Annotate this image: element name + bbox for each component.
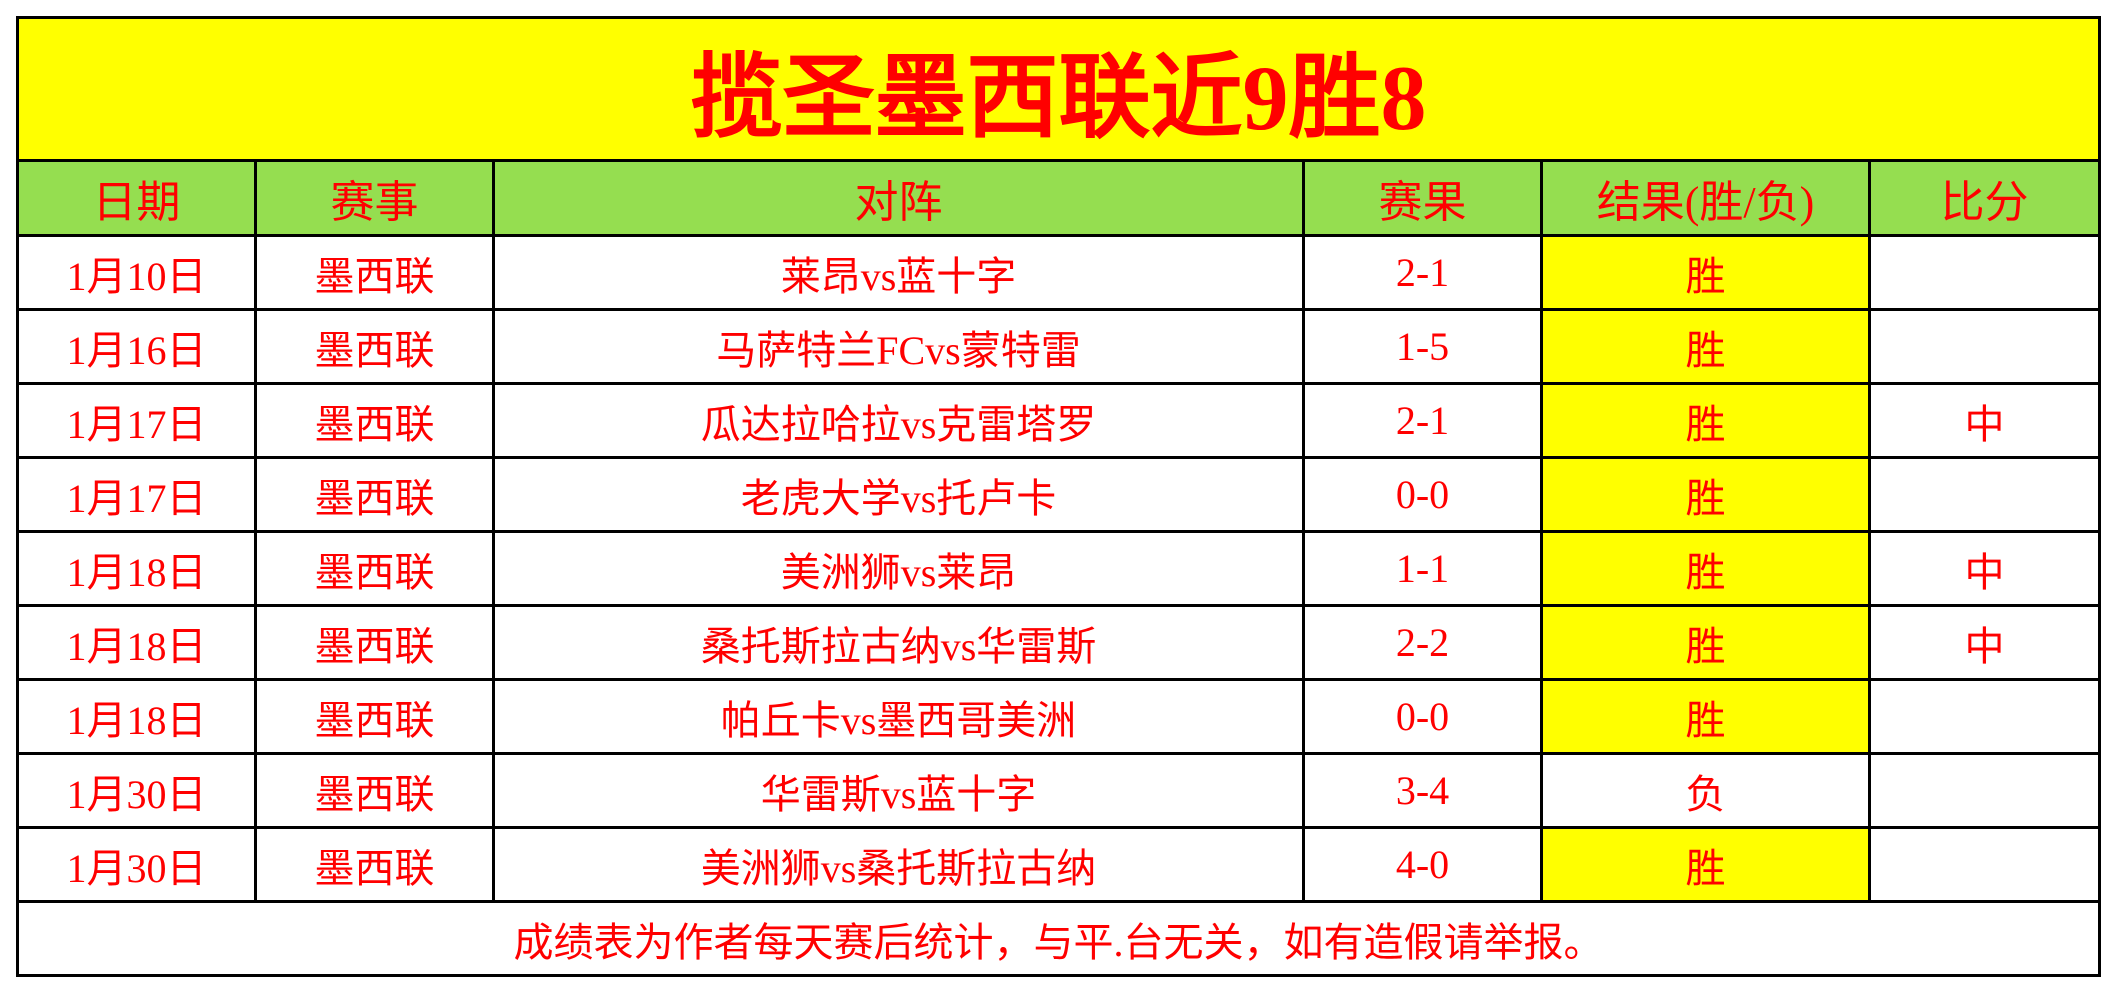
result-cell: 胜 bbox=[1540, 678, 1871, 755]
match-cell: 老虎大学vs托卢卡 bbox=[492, 456, 1305, 533]
match-cell: 瓜达拉哈拉vs克雷塔罗 bbox=[492, 382, 1305, 459]
date-cell: 1月30日 bbox=[16, 752, 257, 829]
table-row: 1月18日 墨西联 帕丘卡vs墨西哥美洲 0-0 胜 bbox=[16, 678, 2102, 755]
result-cell: 胜 bbox=[1540, 604, 1871, 681]
table-row: 1月10日 墨西联 莱昂vs蓝十字 2-1 胜 bbox=[16, 234, 2102, 311]
score-cell: 2-2 bbox=[1302, 604, 1543, 681]
result-cell: 负 bbox=[1540, 752, 1871, 829]
header-date: 日期 bbox=[16, 159, 257, 237]
match-cell: 美洲狮vs莱昂 bbox=[492, 530, 1305, 607]
table-row: 1月30日 墨西联 华雷斯vs蓝十字 3-4 负 bbox=[16, 752, 2102, 829]
exact-score-cell bbox=[1867, 752, 2102, 829]
match-cell: 马萨特兰FCvs蒙特雷 bbox=[492, 308, 1305, 385]
match-cell: 桑托斯拉古纳vs华雷斯 bbox=[492, 604, 1305, 681]
league-cell: 墨西联 bbox=[254, 826, 495, 903]
table-row: 1月18日 墨西联 桑托斯拉古纳vs华雷斯 2-2 胜中 bbox=[16, 604, 2102, 681]
exact-score-cell bbox=[1867, 678, 2102, 755]
table-title: 揽圣墨西联近9胜8 bbox=[15, 16, 2102, 162]
date-cell: 1月18日 bbox=[16, 604, 257, 681]
score-cell: 0-0 bbox=[1302, 678, 1543, 755]
exact-score-cell: 中 bbox=[1867, 382, 2102, 459]
score-cell: 4-0 bbox=[1302, 826, 1543, 903]
date-cell: 1月17日 bbox=[16, 382, 257, 459]
exact-score-cell bbox=[1867, 234, 2102, 311]
table-row: 1月16日 墨西联 马萨特兰FCvs蒙特雷 1-5 胜 bbox=[16, 308, 2102, 385]
table-row: 1月30日 墨西联 美洲狮vs桑托斯拉古纳 4-0 胜 bbox=[16, 826, 2102, 903]
league-cell: 墨西联 bbox=[254, 308, 495, 385]
score-cell: 1-5 bbox=[1302, 308, 1543, 385]
exact-score-cell: 中 bbox=[1867, 604, 2102, 681]
header-league: 赛事 bbox=[254, 159, 495, 237]
table-row: 1月17日 墨西联 瓜达拉哈拉vs克雷塔罗 2-1 胜中 bbox=[16, 382, 2102, 459]
league-cell: 墨西联 bbox=[254, 530, 495, 607]
header-match: 对阵 bbox=[492, 159, 1305, 237]
exact-score-cell bbox=[1867, 456, 2102, 533]
date-cell: 1月10日 bbox=[16, 234, 257, 311]
header-exact: 比分 bbox=[1867, 159, 2102, 237]
match-cell: 美洲狮vs桑托斯拉古纳 bbox=[492, 826, 1305, 903]
league-cell: 墨西联 bbox=[254, 382, 495, 459]
league-cell: 墨西联 bbox=[254, 456, 495, 533]
score-cell: 0-0 bbox=[1302, 456, 1543, 533]
score-cell: 2-1 bbox=[1302, 234, 1543, 311]
header-score: 赛果 bbox=[1302, 159, 1543, 237]
league-cell: 墨西联 bbox=[254, 604, 495, 681]
result-cell: 胜 bbox=[1540, 234, 1871, 311]
date-cell: 1月18日 bbox=[16, 678, 257, 755]
date-cell: 1月30日 bbox=[16, 826, 257, 903]
result-cell: 胜 bbox=[1540, 456, 1871, 533]
result-cell: 胜 bbox=[1540, 308, 1871, 385]
date-cell: 1月16日 bbox=[16, 308, 257, 385]
score-cell: 1-1 bbox=[1302, 530, 1543, 607]
footer-row: 成绩表为作者每天赛后统计，与平.台无关，如有造假请举报。 bbox=[15, 900, 2102, 977]
league-cell: 墨西联 bbox=[254, 234, 495, 311]
exact-score-cell: 中 bbox=[1867, 530, 2102, 607]
header-row: 日期 赛事 对阵 赛果 结果(胜/负) 比分 bbox=[16, 159, 2102, 237]
results-table: 揽圣墨西联近9胜8 日期 赛事 对阵 赛果 结果(胜/负) 比分 1月10日 墨西… bbox=[15, 16, 2102, 977]
result-cell: 胜 bbox=[1540, 382, 1871, 459]
league-cell: 墨西联 bbox=[254, 752, 495, 829]
exact-score-cell bbox=[1867, 826, 2102, 903]
score-cell: 2-1 bbox=[1302, 382, 1543, 459]
footer-note: 成绩表为作者每天赛后统计，与平.台无关，如有造假请举报。 bbox=[15, 900, 2102, 977]
match-cell: 华雷斯vs蓝十字 bbox=[492, 752, 1305, 829]
score-cell: 3-4 bbox=[1302, 752, 1543, 829]
exact-score-cell bbox=[1867, 308, 2102, 385]
result-cell: 胜 bbox=[1540, 530, 1871, 607]
match-cell: 帕丘卡vs墨西哥美洲 bbox=[492, 678, 1305, 755]
league-cell: 墨西联 bbox=[254, 678, 495, 755]
table-row: 1月18日 墨西联 美洲狮vs莱昂 1-1 胜中 bbox=[16, 530, 2102, 607]
match-cell: 莱昂vs蓝十字 bbox=[492, 234, 1305, 311]
table-row: 1月17日 墨西联 老虎大学vs托卢卡 0-0 胜 bbox=[16, 456, 2102, 533]
result-cell: 胜 bbox=[1540, 826, 1871, 903]
date-cell: 1月17日 bbox=[16, 456, 257, 533]
header-result: 结果(胜/负) bbox=[1540, 159, 1871, 237]
date-cell: 1月18日 bbox=[16, 530, 257, 607]
